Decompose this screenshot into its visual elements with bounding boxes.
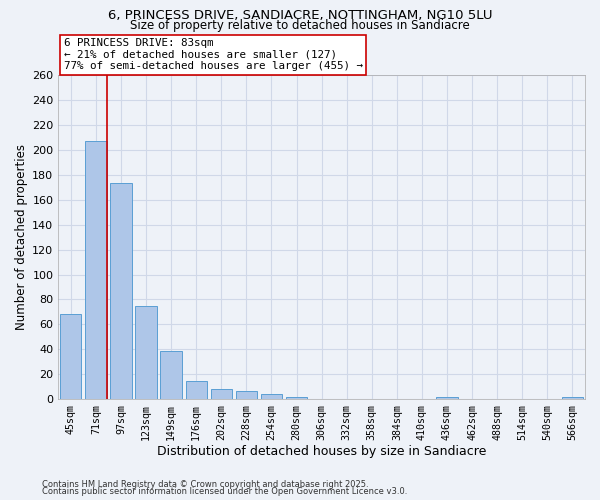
Bar bbox=[211, 390, 232, 400]
Bar bbox=[110, 184, 131, 400]
Text: Contains HM Land Registry data © Crown copyright and database right 2025.: Contains HM Land Registry data © Crown c… bbox=[42, 480, 368, 489]
Y-axis label: Number of detached properties: Number of detached properties bbox=[15, 144, 28, 330]
Text: Contains public sector information licensed under the Open Government Licence v3: Contains public sector information licen… bbox=[42, 487, 407, 496]
Text: 6 PRINCESS DRIVE: 83sqm
← 21% of detached houses are smaller (127)
77% of semi-d: 6 PRINCESS DRIVE: 83sqm ← 21% of detache… bbox=[64, 38, 362, 72]
Bar bbox=[436, 397, 458, 400]
X-axis label: Distribution of detached houses by size in Sandiacre: Distribution of detached houses by size … bbox=[157, 444, 487, 458]
Text: 6, PRINCESS DRIVE, SANDIACRE, NOTTINGHAM, NG10 5LU: 6, PRINCESS DRIVE, SANDIACRE, NOTTINGHAM… bbox=[108, 9, 492, 22]
Text: Size of property relative to detached houses in Sandiacre: Size of property relative to detached ho… bbox=[130, 18, 470, 32]
Bar bbox=[60, 314, 82, 400]
Bar bbox=[236, 390, 257, 400]
Bar bbox=[136, 306, 157, 400]
Bar bbox=[185, 380, 207, 400]
Bar bbox=[85, 141, 107, 400]
Bar bbox=[286, 397, 307, 400]
Bar bbox=[160, 350, 182, 400]
Bar bbox=[562, 397, 583, 400]
Bar bbox=[261, 394, 282, 400]
